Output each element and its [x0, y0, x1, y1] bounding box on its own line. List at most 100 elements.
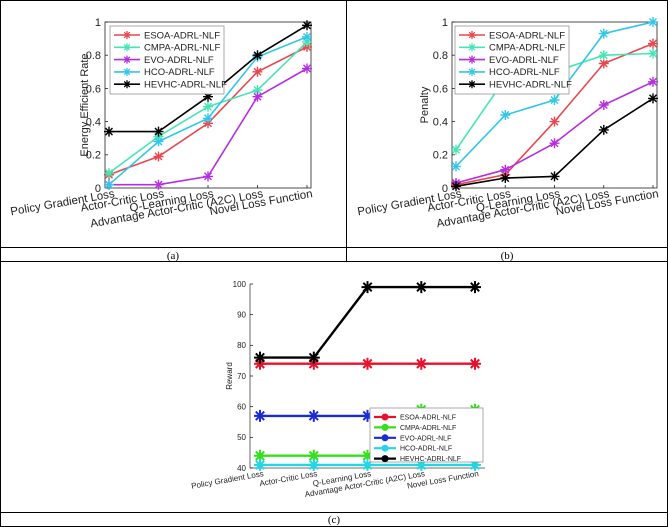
legend-marker: [381, 434, 389, 442]
data-point: [153, 126, 164, 137]
x-tick-label: Policy Gradient Loss: [191, 469, 265, 491]
data-point: [415, 357, 428, 370]
data-point: [500, 110, 511, 120]
x-tick-label: Actor-Critic Loss: [259, 469, 318, 488]
y-axis-label: Penalty: [419, 86, 431, 123]
legend-label: HEVHC-ADRL-NLF: [144, 80, 227, 91]
data-point: [648, 76, 658, 87]
data-point: [254, 458, 266, 471]
legend-label: EVO-ADRL-NLF: [400, 435, 451, 442]
legend-label: HEVHC-ADRL-NLF: [400, 456, 461, 463]
data-point: [500, 173, 511, 183]
y-axis-label: Reward: [225, 362, 234, 390]
legend-marker: [468, 31, 476, 39]
y-tick-label: 80: [237, 341, 246, 350]
data-point: [252, 85, 263, 96]
y-tick-label: 60: [237, 402, 246, 411]
y-tick-label: 0.2: [86, 150, 101, 162]
data-point: [415, 458, 428, 471]
data-point: [302, 20, 312, 31]
data-point: [469, 458, 481, 471]
data-point: [254, 351, 266, 364]
y-tick-label: 0.8: [433, 50, 448, 62]
data-point: [598, 124, 609, 135]
legend-label: HCO-ADRL-NLF: [489, 67, 560, 78]
data-point: [302, 31, 312, 42]
y-tick-label: 0.4: [86, 116, 101, 128]
data-point: [153, 179, 164, 190]
series-line: [260, 285, 475, 359]
data-point: [549, 171, 560, 182]
data-point: [451, 181, 461, 192]
data-point: [104, 126, 114, 137]
legend-marker: [123, 43, 131, 52]
y-tick-label: 0.8: [86, 50, 101, 62]
legend-label: EVO-ADRL-NLF: [489, 55, 559, 66]
data-point: [598, 58, 609, 69]
caption-b: (b): [501, 250, 514, 262]
data-point: [361, 449, 374, 462]
legend-marker: [123, 55, 131, 64]
data-point: [361, 281, 374, 294]
data-point: [104, 179, 114, 190]
data-point: [451, 161, 461, 172]
data-point: [648, 38, 658, 49]
data-point: [252, 50, 263, 61]
data-point: [153, 151, 164, 162]
legend-label: HCO-ADRL-NLF: [144, 67, 215, 78]
data-point: [252, 91, 263, 102]
data-point: [307, 449, 320, 462]
data-point: [469, 281, 481, 294]
chart-panel-c: 40 50 60 70 80 90 100 Reward Policy Gradient Los…: [191, 280, 485, 499]
data-point: [203, 101, 213, 112]
data-point: [104, 168, 114, 179]
y-axis-label: Energy Efficient Rate: [79, 53, 91, 156]
data-point: [307, 357, 320, 370]
y-tick-label: 40: [237, 464, 246, 473]
y-tick-label: 1: [95, 17, 101, 29]
data-point: [254, 449, 266, 462]
legend-box: [369, 407, 484, 463]
legend-label: ESOA-ADRL-NLF: [144, 30, 220, 41]
legend-label: ESOA-ADRL-NLF: [400, 414, 456, 421]
data-point: [203, 91, 213, 102]
legend-marker: [381, 444, 389, 452]
legend-marker: [468, 43, 476, 52]
legend-marker: [123, 80, 131, 89]
legend-marker: [468, 55, 476, 64]
legend-marker: [381, 413, 389, 421]
data-point: [648, 93, 658, 104]
data-point: [500, 164, 511, 175]
data-point: [361, 409, 374, 422]
data-point: [648, 48, 658, 59]
data-point: [415, 281, 428, 294]
data-point: [302, 63, 312, 74]
y-tick-label: 50: [237, 433, 246, 442]
legend-label: ESOA-ADRL-NLF: [489, 30, 565, 41]
legend-marker: [468, 80, 476, 89]
data-point: [252, 66, 263, 77]
y-tick-label: 70: [237, 372, 246, 381]
data-point: [203, 113, 213, 124]
data-point: [361, 458, 374, 471]
y-tick-label: 0.4: [433, 116, 448, 128]
data-point: [307, 458, 320, 471]
y-tick-label: 100: [233, 280, 247, 289]
legend-marker: [123, 67, 131, 76]
data-point: [307, 351, 320, 364]
caption-c: (c): [328, 514, 341, 526]
legend-marker: [381, 423, 389, 431]
data-point: [598, 100, 609, 110]
y-tick-label: 0: [442, 183, 448, 195]
y-tick-label: 0.6: [86, 83, 101, 95]
legend-label: HEVHC-ADRL-NLF: [489, 80, 572, 91]
legend-label: CMPA-ADRL-NLF: [400, 425, 456, 432]
data-point: [598, 50, 609, 61]
data-point: [549, 95, 560, 105]
y-tick-label: 0: [95, 183, 101, 195]
data-point: [451, 144, 461, 155]
data-point: [549, 116, 560, 127]
